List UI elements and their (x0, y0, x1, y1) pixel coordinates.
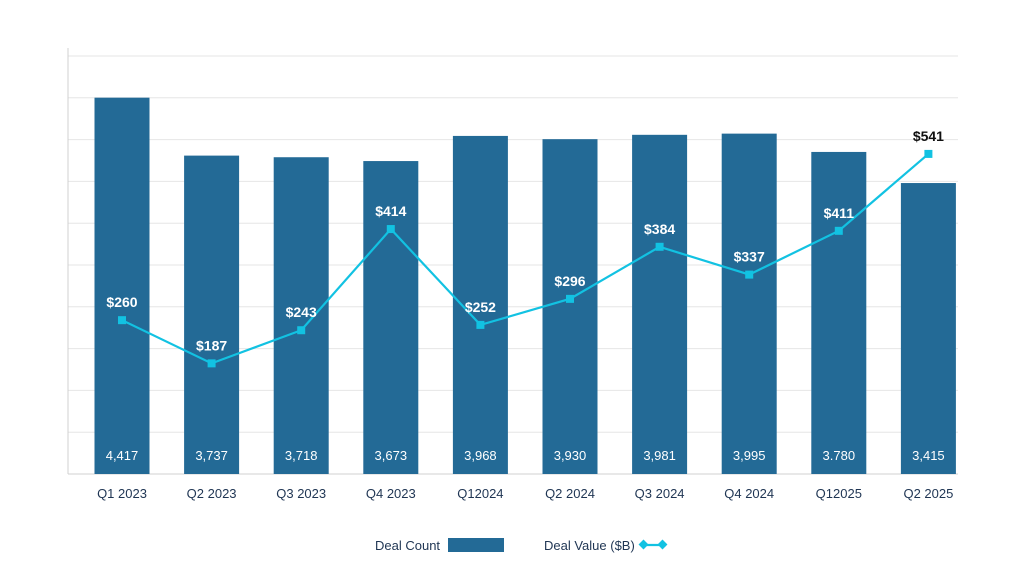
bar-deal-count (721, 133, 777, 474)
bar-value-label: 3,930 (554, 448, 587, 463)
bar-deal-count (811, 151, 867, 474)
x-tick-label: Q12024 (457, 486, 503, 501)
deal-value-point (297, 326, 306, 335)
bar-deal-count (363, 161, 419, 474)
deal-value-label: $384 (644, 221, 675, 237)
deal-value-label: $260 (106, 294, 137, 310)
deal-value-point (118, 316, 126, 325)
bar-value-label: 3,981 (643, 448, 676, 463)
x-tick-label: Q3 2023 (276, 486, 326, 501)
deal-value-label: $541 (913, 128, 944, 144)
deal-value-point (207, 359, 216, 368)
deal-value-point (834, 226, 843, 235)
bar-value-label: 4,417 (106, 448, 139, 463)
legend-deal-value-marker-1 (638, 539, 649, 550)
bar-deal-count (94, 97, 150, 474)
legend-deal-value-marker-2 (657, 539, 668, 550)
bar-value-label: 3,673 (375, 448, 408, 463)
legend-deal-count-label: Deal Count (375, 538, 440, 553)
deal-value-label: $243 (286, 304, 317, 320)
x-tick-label: Q4 2023 (366, 486, 416, 501)
deal-value-point (476, 320, 485, 329)
bar-deal-count (542, 139, 598, 474)
deal-value-point (386, 225, 395, 234)
x-tick-label: Q1 2023 (97, 486, 147, 501)
legend: Deal Count Deal Value ($B) (375, 538, 668, 553)
x-tick-label: Q2 2023 (187, 486, 237, 501)
line-series: $260 $187 $243 $414 $252 $296 $384 $337 $411 $541 (106, 128, 944, 368)
bars: 4,417 3,737 3,718 3,673 3,968 3,930 3,981 3,995… (94, 97, 956, 475)
bar-deal-count (273, 157, 329, 475)
x-tick-label: Q2 2024 (545, 486, 595, 501)
deal-value-label: $187 (196, 337, 227, 353)
deal-value-point (924, 149, 933, 158)
bar-value-label: 3,718 (285, 448, 318, 463)
deal-value-point (655, 242, 664, 251)
x-tick-label: Q2 2025 (903, 486, 953, 501)
deal-value-line (121, 153, 930, 365)
deal-value-label: $414 (375, 203, 406, 219)
bar-deal-count (632, 134, 688, 475)
bar-value-label: 3,995 (733, 448, 766, 463)
bar-deal-count (900, 183, 956, 475)
legend-deal-value-label: Deal Value ($B) (544, 538, 635, 553)
legend-deal-count-swatch (448, 538, 504, 552)
deal-value-label: $337 (734, 249, 765, 265)
deal-value-label: $252 (465, 299, 496, 315)
bar-value-label: 3,737 (195, 448, 228, 463)
x-tick-label: Q4 2024 (724, 486, 774, 501)
deal-value-point (566, 294, 574, 303)
deal-value-point (745, 270, 754, 279)
deal-value-label: $411 (824, 205, 855, 221)
x-tick-label: Q12025 (816, 486, 862, 501)
deal-value-label: $296 (554, 273, 585, 289)
bar-value-label: 3,415 (912, 448, 945, 463)
bar-value-label: 3.780 (823, 448, 856, 463)
bar-value-label: 3,968 (464, 448, 497, 463)
bar-deal-count (184, 155, 240, 474)
x-tick-label: Q3 2024 (635, 486, 685, 501)
x-axis-ticks: Q1 2023 Q2 2023 Q3 2023 Q4 2023 Q12024 Q2 202… (97, 486, 953, 501)
